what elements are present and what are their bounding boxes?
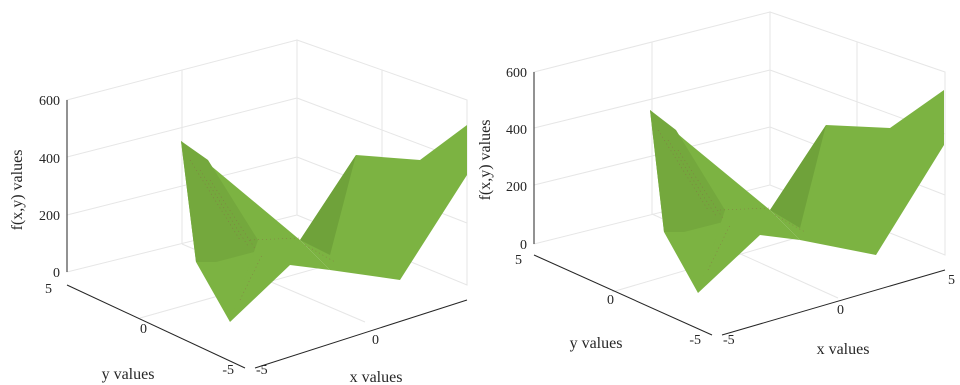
right-surface-speckle: [657, 129, 806, 271]
right-axes-lines: [533, 72, 946, 336]
right-z-tick-600: 600: [506, 66, 527, 81]
right-surface: [650, 90, 944, 293]
right-x-tick--5: -5: [723, 333, 735, 348]
right-surface-face-5: [770, 125, 826, 228]
right-tick-labels: 600 400 200 0 5 0 -5 -5 0 5: [506, 66, 955, 348]
left-y-tick--5: -5: [222, 363, 234, 378]
right-x-tick-5: 5: [948, 273, 955, 288]
left-axes-lines: [66, 100, 468, 369]
left-xlabel: x values: [350, 369, 403, 385]
right-zlabel: f(x,y) values: [477, 120, 494, 201]
plot-right: 600 400 200 0 5 0 -5 -5 0 5 f(x,y) value…: [477, 11, 955, 358]
left-z-tick-200: 200: [39, 209, 60, 224]
left-tick-labels: 600 400 200 0 5 0 -5 -5 0: [39, 94, 379, 378]
right-y-tick-5: 5: [515, 253, 522, 268]
right-surface-face-2: [650, 110, 770, 232]
right-z-tick-400: 400: [506, 123, 527, 138]
left-y-tick-0: 0: [140, 322, 147, 337]
left-back-wall-right: [296, 39, 468, 286]
right-y-tick--5: -5: [689, 333, 701, 348]
left-y-tick-5: 5: [45, 282, 52, 297]
right-x-axis: [721, 269, 946, 336]
left-x-tick--5: -5: [256, 363, 268, 378]
left-z-tick-400: 400: [39, 152, 60, 167]
right-x-tick-0: 0: [837, 303, 844, 318]
left-z-tick-600: 600: [39, 94, 60, 109]
left-zlabel: f(x,y) values: [9, 150, 26, 231]
right-ylabel: y values: [570, 335, 623, 352]
left-surface-speckle: [189, 159, 336, 301]
left-x-tick-0: 0: [372, 333, 379, 348]
left-surface-face-4: [300, 125, 467, 280]
left-axis-labels: f(x,y) values y values x values: [9, 150, 402, 385]
left-z-tick-0: 0: [53, 266, 60, 281]
left-surface-face-2: [181, 141, 300, 262]
right-surface-face-3: [698, 210, 800, 293]
left-surface-face-3: [230, 240, 330, 322]
right-axis-labels: f(x,y) values y values x values: [477, 120, 869, 358]
right-y-axis: [533, 254, 713, 336]
left-surface: [181, 125, 467, 322]
plot-left: 600 400 200 0 5 0 -5 -5 0 f(x,y) values …: [9, 39, 468, 385]
right-z-tick-0: 0: [520, 238, 527, 253]
left-y-axis: [66, 284, 246, 369]
right-surface-face-4: [770, 90, 944, 255]
left-surface-face-5: [300, 155, 356, 255]
right-y-tick-0: 0: [607, 293, 614, 308]
left-x-axis: [254, 299, 468, 369]
right-xlabel: x values: [817, 341, 870, 358]
left-ylabel: y values: [102, 366, 155, 383]
right-z-tick-200: 200: [506, 180, 527, 195]
